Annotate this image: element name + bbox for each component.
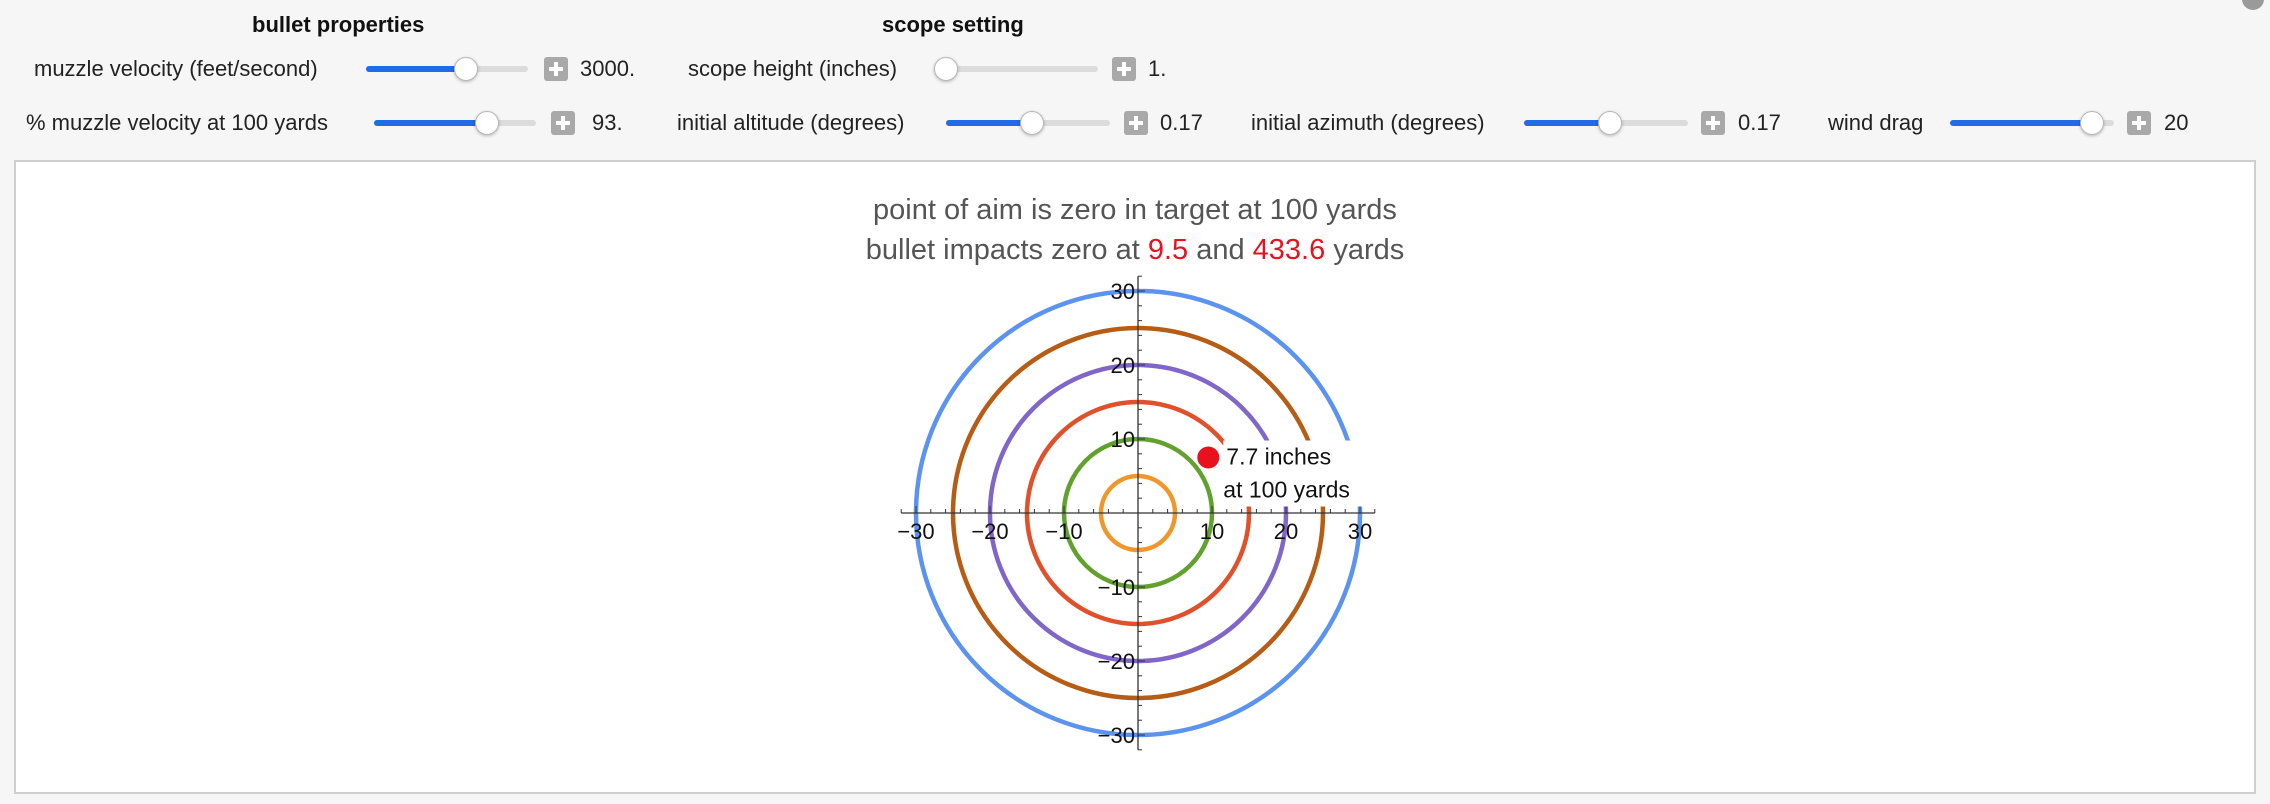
scope-height-value: 1. xyxy=(1148,56,1167,81)
pct-muzzle-velocity-value: 93. xyxy=(592,110,623,135)
info-icon[interactable] xyxy=(2242,0,2264,10)
initial-altitude-expand-button[interactable] xyxy=(1124,111,1148,135)
zero-distance-2: 433.6 xyxy=(1252,234,1326,266)
y-tick-label: 10 xyxy=(1111,427,1135,452)
impact-label-box xyxy=(1223,440,1370,507)
headline-line2-prefix: bullet impacts zero at xyxy=(865,234,1140,266)
initial-azimuth-slider[interactable] xyxy=(1524,108,1688,138)
headline-line1-text: point of aim is zero in target at 100 ya… xyxy=(873,194,1397,226)
y-tick-label: 20 xyxy=(1111,353,1135,378)
y-tick-label: −30 xyxy=(1098,723,1135,748)
slider-fill xyxy=(366,66,467,72)
initial-altitude-slider[interactable] xyxy=(946,108,1110,138)
initial-altitude-label: initial altitude (degrees) xyxy=(677,110,905,135)
x-tick-label: −10 xyxy=(1045,519,1082,544)
pct-muzzle-velocity-label: % muzzle velocity at 100 yards xyxy=(26,110,329,135)
y-tick-label: −10 xyxy=(1098,575,1135,600)
headline-bullet-impacts: bullet impacts zero at 9.5 and 433.6 yar… xyxy=(16,234,2254,267)
muzzle-velocity-expand-button[interactable] xyxy=(544,57,568,81)
impact-point xyxy=(1197,446,1220,469)
y-tick-label: −20 xyxy=(1098,649,1135,674)
scope-height-expand-button[interactable] xyxy=(1112,57,1136,81)
muzzle-velocity-slider[interactable] xyxy=(366,54,528,84)
slider-thumb[interactable] xyxy=(2080,111,2105,135)
slider-track xyxy=(934,66,1098,72)
pct-muzzle-velocity-expand-button[interactable] xyxy=(551,111,575,135)
slider-fill xyxy=(1524,120,1611,126)
x-tick-label: −30 xyxy=(897,519,934,544)
slider-thumb[interactable] xyxy=(1598,111,1623,135)
section-title-scope-setting: scope setting xyxy=(882,12,1024,37)
slider-thumb[interactable] xyxy=(934,57,958,81)
slider-thumb[interactable] xyxy=(454,57,479,81)
wind-drag-label: wind drag xyxy=(1828,110,1924,135)
initial-azimuth-label: initial azimuth (degrees) xyxy=(1251,110,1485,135)
wind-drag-slider[interactable] xyxy=(1950,108,2114,138)
zero-distance-1: 9.5 xyxy=(1147,234,1189,266)
headline-point-of-aim: point of aim is zero in target at 100 ya… xyxy=(16,194,2254,227)
slider-fill xyxy=(1950,120,2093,126)
y-tick-label: 30 xyxy=(1111,279,1135,304)
initial-azimuth-expand-button[interactable] xyxy=(1701,111,1725,135)
headline-line2-and: and xyxy=(1196,234,1245,266)
initial-azimuth-value: 0.17 xyxy=(1738,110,1781,135)
muzzle-velocity-value: 3000. xyxy=(580,56,636,81)
headline-line2-suffix: yards xyxy=(1333,234,1405,266)
wind-drag-expand-button[interactable] xyxy=(2127,111,2151,135)
pct-muzzle-velocity-slider[interactable] xyxy=(374,108,536,138)
x-tick-label: −20 xyxy=(971,519,1008,544)
slider-fill xyxy=(374,120,487,126)
impact-label-line1: 7.7 inches xyxy=(1226,444,1331,470)
wind-drag-value: 20 xyxy=(2164,110,2189,135)
x-tick-label: 20 xyxy=(1274,519,1298,544)
initial-altitude-value: 0.17 xyxy=(1160,110,1203,135)
muzzle-velocity-label: muzzle velocity (feet/second) xyxy=(34,56,318,81)
output-panel: point of aim is zero in target at 100 ya… xyxy=(14,160,2256,794)
impact-label-line2: at 100 yards xyxy=(1223,477,1350,503)
scope-height-label: scope height (inches) xyxy=(688,56,898,81)
slider-fill xyxy=(946,120,1033,126)
x-tick-label: 30 xyxy=(1348,519,1372,544)
target-chart-svg: −30 −20 −10 10 20 30 −30 −20 −10 10 20 30 7.7 inches… xyxy=(897,275,1376,751)
section-title-bullet-properties: bullet properties xyxy=(252,12,425,37)
scope-height-slider[interactable] xyxy=(934,54,1098,84)
slider-thumb[interactable] xyxy=(1020,111,1045,135)
x-tick-label: 10 xyxy=(1200,519,1224,544)
slider-thumb[interactable] xyxy=(474,111,499,135)
